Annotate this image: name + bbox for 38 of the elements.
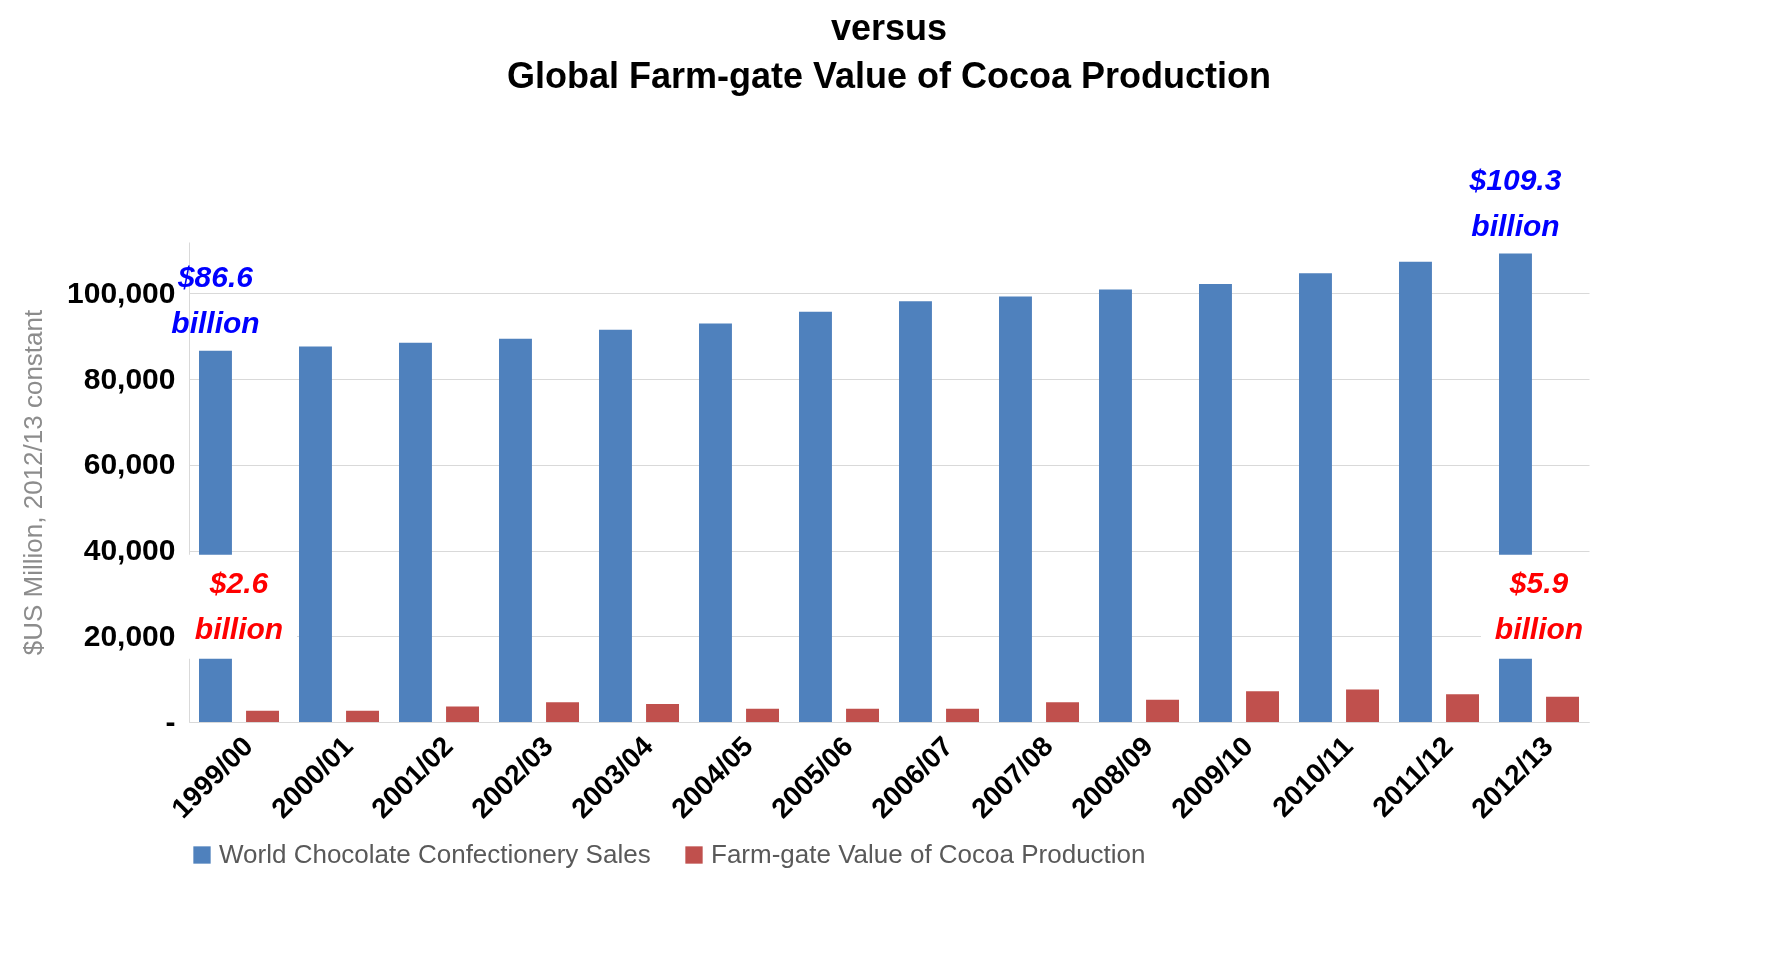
bar [646,704,679,722]
annotation: $2.6 billion [194,565,284,645]
bar [599,329,632,722]
bar [1346,689,1379,722]
y-tick-label: 20,000 [83,618,176,652]
bar [1046,702,1079,722]
bar [746,708,779,722]
legend-label: Farm-gate Value of Cocoa Production [711,839,1146,869]
chart-title: versus Global Farm-gate Value of Cocoa Production [506,6,1272,96]
bar [1546,696,1579,722]
bar [799,311,832,722]
bar [346,710,379,722]
bar [499,338,532,722]
bar [846,708,879,722]
y-tick-label: 80,000 [83,361,176,395]
bar [246,710,279,722]
legend-label: World Chocolate Confectionery Sales [219,839,651,869]
y-tick-label: - [165,704,176,738]
annotation: $109.3 billion [1468,162,1562,242]
bar [899,301,932,722]
y-tick-label: 40,000 [83,533,176,567]
bar [1399,261,1432,722]
bar [299,346,332,722]
bar [546,702,579,722]
bar [1099,289,1132,722]
bar [446,706,479,722]
annotation: $5.9 billion [1494,565,1584,645]
y-tick-label: 60,000 [83,447,176,481]
bar [946,708,979,722]
bar [1446,694,1479,722]
bar [1146,699,1179,722]
bar [1299,273,1332,722]
y-axis-title: $US Million, 2012/13 constant [18,309,49,656]
bar [999,296,1032,722]
bar [1246,691,1279,722]
bar [399,342,432,722]
bar [699,323,732,722]
bar [1199,284,1232,722]
